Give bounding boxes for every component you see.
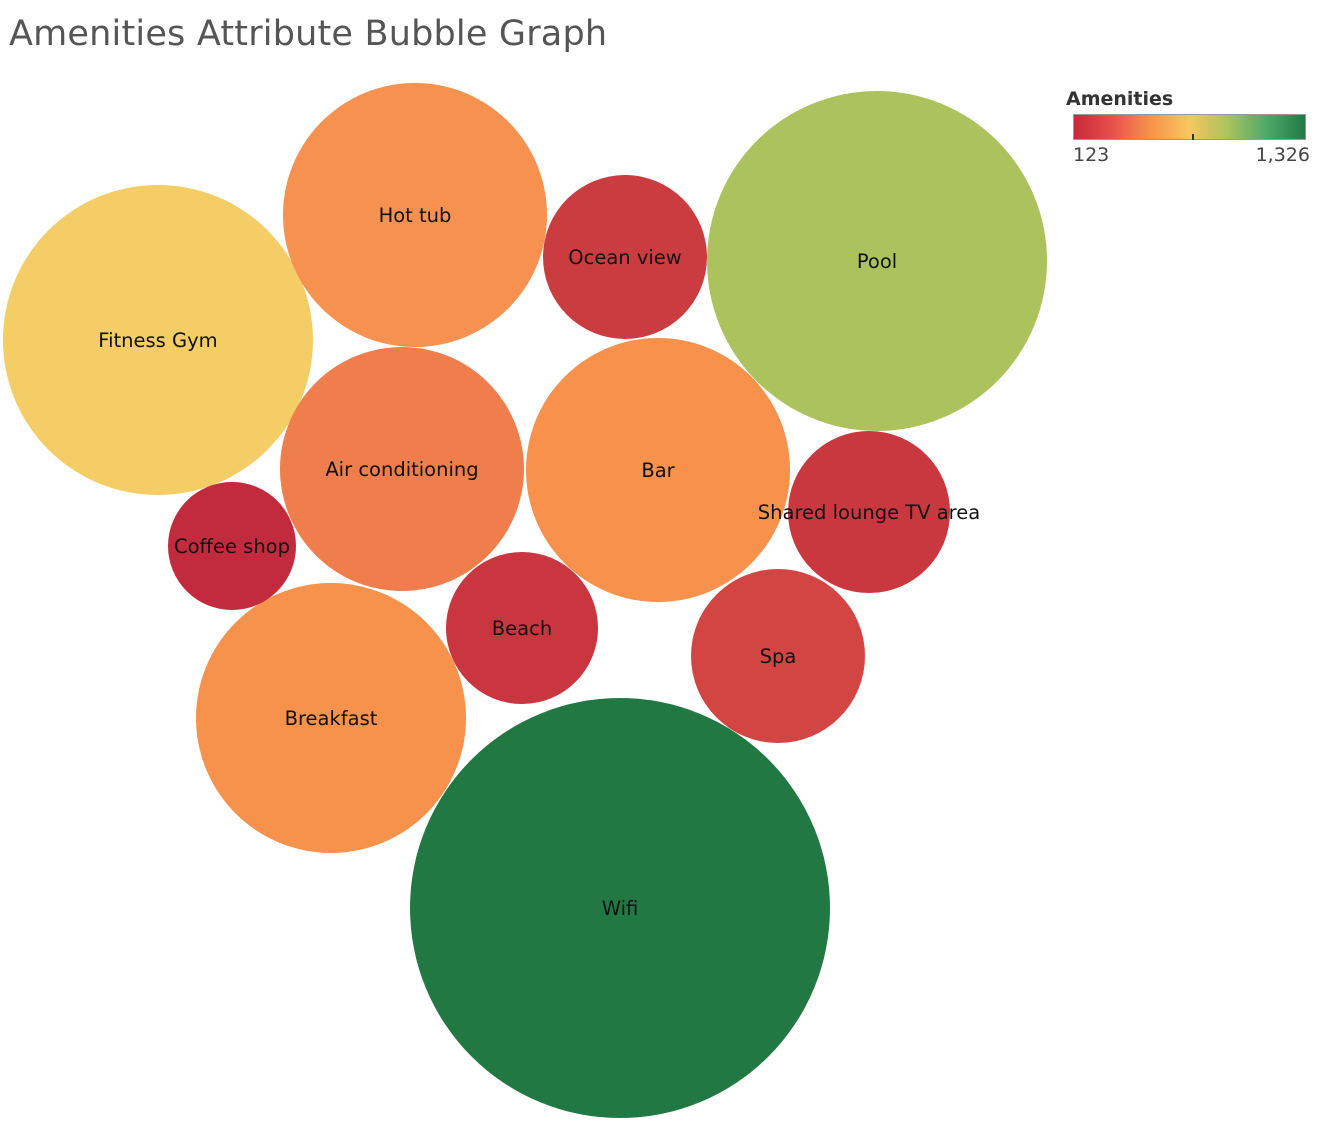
- chart-title: Amenities Attribute Bubble Graph: [9, 14, 608, 54]
- bubble-label-fitness-gym: Fitness Gym: [98, 329, 217, 352]
- bubble-beach[interactable]: Beach: [446, 552, 598, 704]
- bubble-hot-tub[interactable]: Hot tub: [283, 83, 547, 347]
- bubble-circle-ocean-view[interactable]: [543, 175, 707, 339]
- bubble-circle-beach[interactable]: [446, 552, 598, 704]
- bubble-circle-pool[interactable]: [707, 91, 1047, 431]
- bubble-circle-spa[interactable]: [691, 569, 865, 743]
- bubble-circle-air-conditioning[interactable]: [280, 347, 524, 591]
- bubble-wifi[interactable]: Wifi: [410, 698, 830, 1118]
- bubble-circle-breakfast[interactable]: [196, 583, 466, 853]
- legend-title: Amenities: [1066, 88, 1174, 110]
- legend-color-ramp: [1073, 114, 1306, 140]
- bubble-label-bar: Bar: [641, 459, 675, 482]
- bubble-ocean-view[interactable]: Ocean view: [543, 175, 707, 339]
- bubble-label-ocean-view: Ocean view: [568, 246, 682, 269]
- bubble-label-shared-lounge-tv-area: Shared lounge TV area: [758, 501, 980, 524]
- bubble-circle-fitness-gym[interactable]: [3, 185, 313, 495]
- bubble-label-breakfast: Breakfast: [285, 707, 378, 730]
- bubble-bar[interactable]: Bar: [526, 338, 790, 602]
- bubble-label-hot-tub: Hot tub: [379, 204, 452, 227]
- bubble-pool[interactable]: Pool: [707, 91, 1047, 431]
- bubble-label-pool: Pool: [857, 250, 897, 273]
- bubble-label-spa: Spa: [760, 645, 797, 668]
- bubble-breakfast[interactable]: Breakfast: [196, 583, 466, 853]
- bubble-coffee-shop[interactable]: Coffee shop: [168, 482, 296, 610]
- bubble-shared-lounge-tv-area[interactable]: Shared lounge TV area: [758, 431, 980, 593]
- bubble-label-air-conditioning: Air conditioning: [325, 458, 478, 481]
- legend-midpoint-tick: [1192, 134, 1194, 140]
- bubble-circle-shared-lounge-tv-area[interactable]: [788, 431, 950, 593]
- bubble-circle-coffee-shop[interactable]: [168, 482, 296, 610]
- bubble-label-coffee-shop: Coffee shop: [174, 535, 290, 558]
- legend-max-label: 1,326: [1255, 144, 1310, 166]
- bubble-label-wifi: Wifi: [602, 897, 639, 920]
- bubble-air-conditioning[interactable]: Air conditioning: [280, 347, 524, 591]
- bubble-circle-bar[interactable]: [526, 338, 790, 602]
- bubble-label-beach: Beach: [492, 617, 552, 640]
- bubble-circle-hot-tub[interactable]: [283, 83, 547, 347]
- color-legend: Amenities 123 1,326: [1066, 88, 1311, 166]
- bubble-spa[interactable]: Spa: [691, 569, 865, 743]
- bubble-circle-wifi[interactable]: [410, 698, 830, 1118]
- legend-min-label: 123: [1073, 144, 1110, 166]
- bubble-fitness-gym[interactable]: Fitness Gym: [3, 185, 313, 495]
